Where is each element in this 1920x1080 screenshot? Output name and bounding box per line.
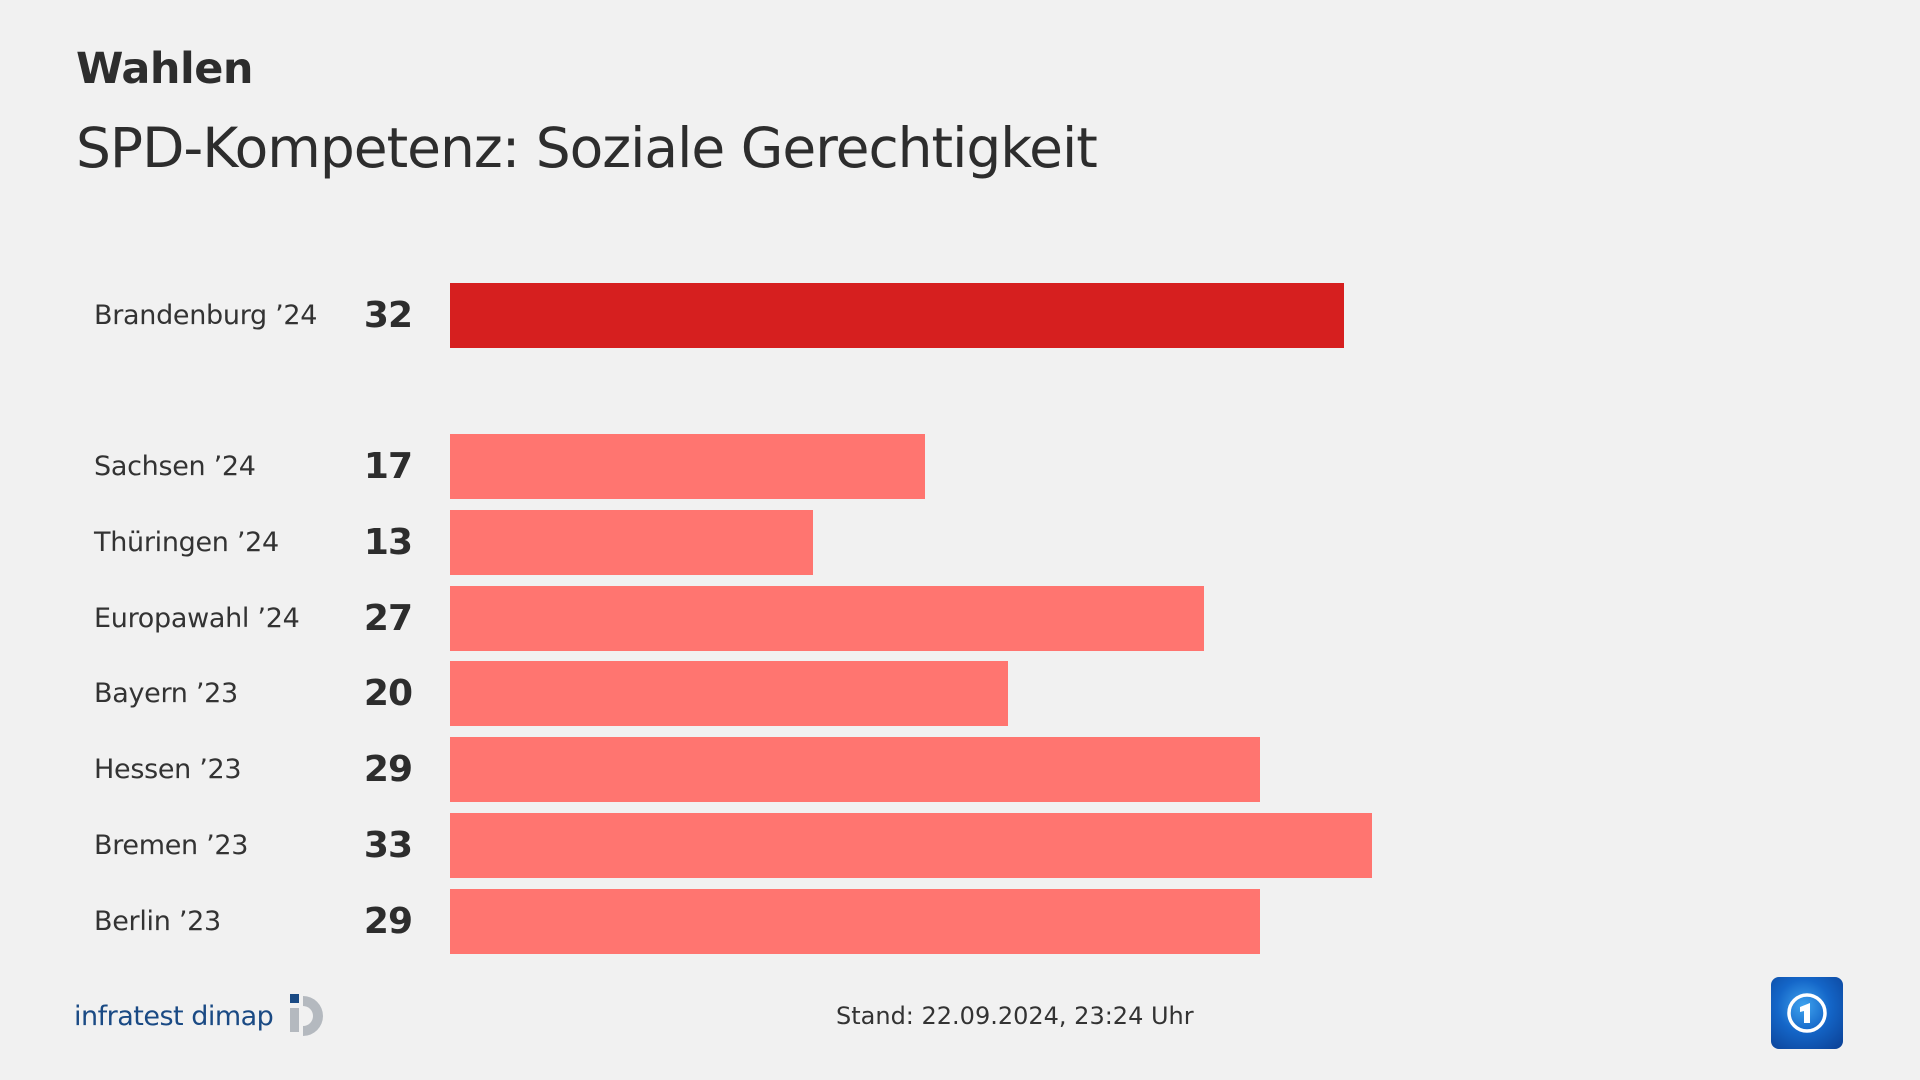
infratest-dimap-logo: infratest dimap bbox=[74, 992, 335, 1040]
bar-row: Berlin ’23 29 bbox=[0, 889, 1920, 954]
bar bbox=[450, 283, 1344, 348]
bar bbox=[450, 510, 813, 575]
bar-row: Sachsen ’24 17 bbox=[0, 434, 1920, 499]
chart-title: SPD-Kompetenz: Soziale Gerechtigkeit bbox=[76, 116, 1098, 180]
bar-label: Bayern ’23 bbox=[94, 678, 238, 709]
bar bbox=[450, 813, 1372, 878]
bar-row: Thüringen ’24 13 bbox=[0, 510, 1920, 575]
bar bbox=[450, 661, 1008, 726]
bar-value: 32 bbox=[363, 295, 413, 336]
bar-label: Thüringen ’24 bbox=[94, 527, 279, 558]
bar-value: 33 bbox=[363, 825, 413, 866]
infratest-logo-icon bbox=[290, 994, 324, 1036]
bar-label: Europawahl ’24 bbox=[94, 603, 300, 634]
bar-value: 27 bbox=[363, 598, 413, 639]
bar-label: Sachsen ’24 bbox=[94, 451, 256, 482]
bar bbox=[450, 434, 925, 499]
bar-label: Brandenburg ’24 bbox=[94, 300, 318, 331]
bar-value: 20 bbox=[363, 673, 413, 714]
bar-row: Hessen ’23 29 bbox=[0, 737, 1920, 802]
bar-value: 17 bbox=[363, 446, 413, 487]
kicker-heading: Wahlen bbox=[76, 44, 254, 94]
bar-value: 13 bbox=[363, 522, 413, 563]
bar-row: Europawahl ’24 27 bbox=[0, 586, 1920, 651]
bar-value: 29 bbox=[363, 749, 413, 790]
ard-one-icon bbox=[1787, 993, 1827, 1033]
bar bbox=[450, 889, 1260, 954]
bar bbox=[450, 737, 1260, 802]
bar-label: Bremen ’23 bbox=[94, 830, 249, 861]
bar-row: Bremen ’23 33 bbox=[0, 813, 1920, 878]
bar-row: Bayern ’23 20 bbox=[0, 661, 1920, 726]
bar bbox=[450, 586, 1204, 651]
source-text: infratest dimap bbox=[74, 1000, 274, 1032]
timestamp: Stand: 22.09.2024, 23:24 Uhr bbox=[836, 1002, 1194, 1030]
bar-value: 29 bbox=[363, 901, 413, 942]
bar-row: Brandenburg ’24 32 bbox=[0, 283, 1920, 348]
bar-label: Berlin ’23 bbox=[94, 906, 221, 937]
bar-label: Hessen ’23 bbox=[94, 754, 242, 785]
ard-tagesschau-logo bbox=[1771, 977, 1843, 1049]
